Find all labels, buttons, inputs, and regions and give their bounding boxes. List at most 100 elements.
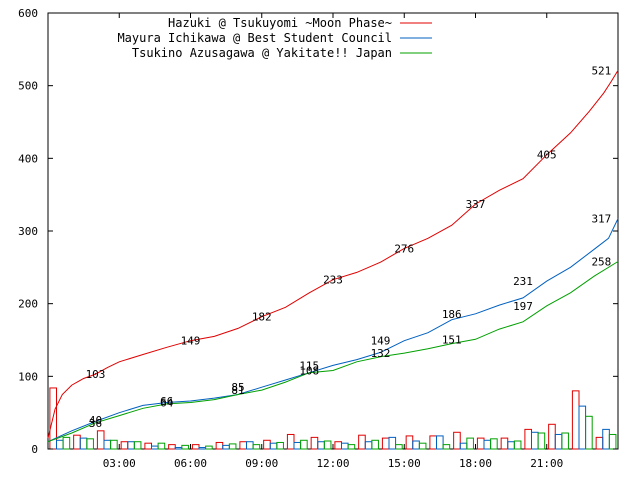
hourly-bar: [405, 435, 414, 450]
data-label: 258: [591, 256, 611, 269]
data-label: 132: [371, 347, 391, 360]
hourly-bar: [364, 441, 373, 450]
hourly-bar: [571, 390, 580, 450]
plot-frame: [47, 12, 619, 450]
hourly-bar: [459, 442, 468, 450]
hourly-bar: [524, 428, 532, 450]
hourly-bar: [110, 439, 118, 450]
hourly-bar: [144, 442, 152, 450]
hourly-bar: [507, 441, 515, 450]
hourly-bar: [442, 444, 451, 450]
data-label: 233: [323, 274, 343, 287]
hourly-bar: [293, 441, 302, 450]
x-tick-label: 03:00: [103, 457, 136, 470]
hourly-bar: [608, 433, 617, 450]
series-line: [47, 261, 619, 443]
x-tick-label: 06:00: [174, 457, 207, 470]
hourly-bar: [157, 442, 166, 450]
hourly-bars: [49, 387, 617, 450]
hourly-bar: [537, 432, 546, 450]
series-line: [47, 70, 619, 439]
hourly-bar: [245, 441, 254, 450]
data-label: 149: [181, 335, 201, 348]
x-tick-label: 12:00: [316, 457, 349, 470]
data-label: 85: [231, 381, 244, 394]
hourly-bar: [103, 439, 112, 450]
hourly-bar: [429, 435, 437, 450]
hourly-bar: [73, 434, 81, 450]
hourly-bar: [150, 445, 159, 450]
legend-label: Hazuki @ Tsukuyomi ~Moon Phase~: [168, 16, 392, 30]
hourly-bar: [395, 444, 403, 450]
data-label: 40: [89, 414, 102, 427]
x-tick-label: 18:00: [459, 457, 492, 470]
data-label: 317: [591, 213, 611, 226]
hourly-bar: [222, 444, 230, 450]
data-label: 521: [591, 64, 611, 77]
legend-label: Mayura Ichikawa @ Best Student Council: [117, 31, 392, 45]
hourly-bar: [181, 444, 189, 450]
data-label: 337: [466, 198, 486, 211]
data-label: 108: [299, 365, 319, 378]
hourly-bar: [174, 447, 183, 450]
hourly-bar: [381, 437, 390, 450]
hourly-bar: [490, 438, 498, 450]
hourly-bar: [239, 441, 247, 450]
data-label: 231: [513, 275, 533, 288]
hourly-bar: [191, 444, 200, 450]
series-line: [47, 218, 619, 443]
data-label: 103: [86, 368, 106, 381]
hourly-bar: [347, 444, 356, 450]
legend-label: Tsukino Azusagawa @ Yakitate!! Japan: [132, 46, 392, 60]
hourly-bar: [79, 437, 88, 450]
data-label: 66: [160, 395, 173, 408]
hourly-bar: [205, 445, 213, 450]
data-label: 115: [299, 359, 319, 372]
x-axis: 03:00 06:00 09:00 12:00 15:00 18:00 21:00: [103, 13, 563, 470]
hourly-bar: [252, 444, 261, 450]
legend: Hazuki @ Tsukuyomi ~Moon Phase~Mayura Ic…: [117, 16, 432, 60]
hourly-bar: [96, 430, 105, 450]
hourly-bar: [371, 439, 379, 450]
hourly-bar: [548, 423, 556, 450]
hourly-bar: [561, 432, 569, 450]
hourly-bar: [55, 439, 64, 450]
hourly-bar: [578, 405, 587, 450]
hourly-bar: [300, 439, 308, 450]
hourly-bar: [323, 440, 332, 450]
hourly-bar: [554, 433, 563, 450]
hourly-bar: [358, 434, 366, 450]
hourly-bar: [418, 442, 427, 450]
hourly-bar: [466, 437, 474, 450]
y-tick-label: 600: [18, 7, 38, 20]
series-lines: [47, 70, 619, 443]
hourly-bar: [317, 441, 325, 450]
hourly-bar: [228, 443, 237, 450]
hourly-bar: [388, 436, 397, 450]
y-tick-label: 500: [18, 80, 38, 93]
y-tick-label: 400: [18, 152, 38, 165]
hourly-bar: [310, 436, 319, 450]
hourly-bar: [602, 428, 610, 450]
hourly-bar: [453, 431, 461, 450]
hourly-bar: [286, 433, 295, 450]
y-tick-label: 100: [18, 370, 38, 383]
data-label: 151: [442, 333, 462, 346]
x-tick-label: 09:00: [245, 457, 278, 470]
hourly-bar: [530, 431, 539, 450]
hourly-bar: [86, 438, 94, 450]
hourly-bar: [49, 387, 57, 450]
hourly-bar: [595, 436, 604, 450]
hourly-bar: [168, 444, 176, 450]
hourly-bar: [585, 415, 593, 450]
hourly-bar: [263, 439, 271, 450]
hourly-bar: [133, 441, 142, 450]
data-label: 81: [231, 384, 244, 397]
data-label: 64: [160, 396, 174, 409]
x-tick-label: 15:00: [388, 457, 421, 470]
hourly-bar: [127, 441, 135, 450]
x-tick-label: 21:00: [530, 457, 563, 470]
data-label: 36: [89, 417, 102, 430]
hourly-bar: [412, 440, 420, 450]
hourly-bar: [435, 435, 444, 450]
